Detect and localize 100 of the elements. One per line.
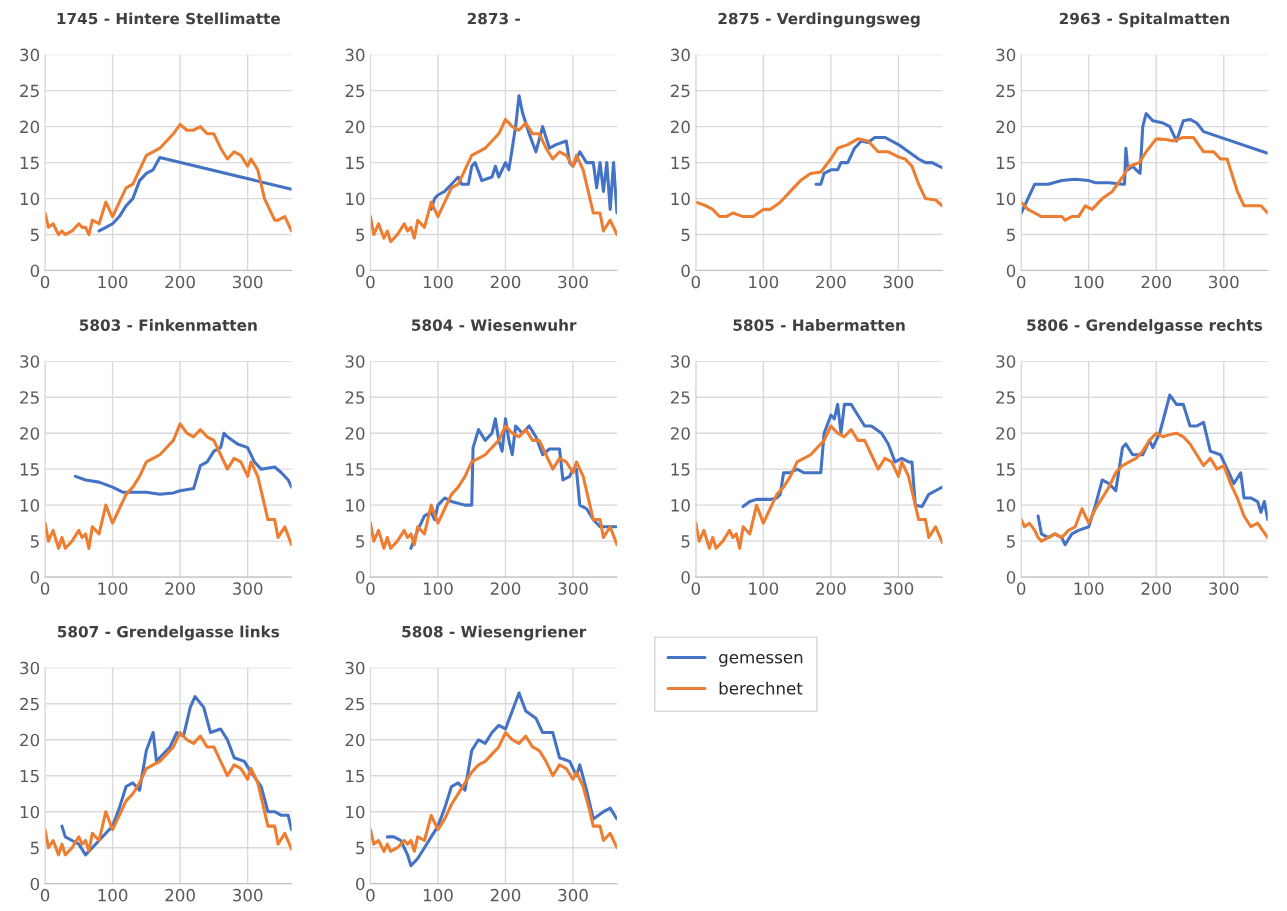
y-tick-label: 10 <box>996 192 1016 206</box>
y-tick-label: 25 <box>20 84 39 98</box>
x-tick-label: 300 <box>233 275 263 289</box>
y-tick-label: 30 <box>345 661 365 675</box>
chart-title: 5804 - Wiesenwuhr <box>412 319 577 331</box>
y-tick-label: 10 <box>20 805 40 819</box>
line-series <box>45 122 292 237</box>
y-tick-label: 0 <box>681 571 690 584</box>
y-tick-label: 20 <box>20 733 40 747</box>
x-tick-label: 0 <box>366 275 375 289</box>
y-tick-label: 10 <box>20 499 40 512</box>
y-tick-label: 5 <box>681 535 690 548</box>
y-tick-label: 15 <box>671 463 690 476</box>
x-tick-label: 100 <box>749 275 779 289</box>
y-tick-label: 0 <box>356 264 365 278</box>
x-tick-label: 200 <box>165 275 195 289</box>
x-tick-label: 300 <box>558 275 588 289</box>
y-tick-label: 5 <box>681 228 690 242</box>
x-tick-label: 200 <box>816 582 846 595</box>
y-tick-label: 25 <box>996 391 1015 404</box>
x-tick-label: 100 <box>98 582 128 595</box>
y-tick-label: 20 <box>996 427 1016 440</box>
y-tick-label: 0 <box>1006 264 1016 278</box>
y-tick-label: 5 <box>1007 535 1015 548</box>
line-series <box>45 731 292 857</box>
x-tick-label: 200 <box>816 275 846 289</box>
line-series <box>97 156 292 233</box>
line-series <box>45 422 292 550</box>
y-tick-label: 5 <box>30 841 39 855</box>
x-tick-label: 300 <box>558 582 588 595</box>
y-tick-label: 20 <box>20 120 40 134</box>
line-series <box>1021 431 1268 543</box>
y-tick-label: 10 <box>996 499 1016 512</box>
y-tick-label: 30 <box>671 48 690 62</box>
line-series <box>695 424 943 550</box>
y-tick-label: 10 <box>346 499 365 512</box>
y-tick-label: 25 <box>20 697 39 711</box>
x-tick-label: 200 <box>1141 582 1172 595</box>
x-tick-label: 0 <box>366 888 375 902</box>
x-tick-label: 300 <box>883 582 914 595</box>
y-tick-label: 15 <box>346 156 365 170</box>
y-tick-label: 25 <box>20 391 39 404</box>
y-tick-label: 20 <box>345 427 365 440</box>
chart-title: 5807 - Grendelgasse links <box>57 625 280 641</box>
x-tick-label: 100 <box>98 888 128 902</box>
line-series <box>741 402 943 509</box>
chart-title: 5805 - Habermatten <box>733 319 905 331</box>
y-tick-label: 0 <box>681 264 690 278</box>
y-tick-label: 10 <box>671 499 690 512</box>
y-tick-label: 25 <box>670 391 690 404</box>
x-tick-label: 200 <box>490 888 521 902</box>
x-tick-label: 0 <box>1016 275 1026 289</box>
y-tick-label: 10 <box>671 192 690 206</box>
y-tick-label: 15 <box>20 156 39 170</box>
y-tick-label: 20 <box>345 120 365 134</box>
x-tick-label: 0 <box>366 582 375 595</box>
y-tick-label: 25 <box>996 84 1015 98</box>
line-series <box>429 94 617 215</box>
y-tick-label: 20 <box>670 427 690 440</box>
y-tick-label: 10 <box>346 805 365 819</box>
y-tick-label: 0 <box>30 264 40 278</box>
x-tick-label: 0 <box>691 275 701 289</box>
y-tick-label: 0 <box>356 877 365 891</box>
y-tick-label: 30 <box>345 355 365 368</box>
y-tick-label: 20 <box>20 427 40 440</box>
y-tick-label: 30 <box>20 48 40 62</box>
y-tick-label: 10 <box>20 192 40 206</box>
x-tick-label: 300 <box>1209 582 1239 595</box>
y-tick-label: 5 <box>30 228 39 242</box>
x-tick-label: 0 <box>40 275 50 289</box>
y-tick-label: 5 <box>1007 228 1015 242</box>
y-tick-label: 5 <box>356 535 365 548</box>
y-tick-label: 0 <box>30 571 40 584</box>
y-tick-label: 5 <box>356 228 365 242</box>
chart-title: 5806 - Grendelgasse rechts <box>1027 319 1263 334</box>
y-tick-label: 15 <box>20 463 39 476</box>
y-tick-label: 20 <box>345 733 365 747</box>
y-tick-label: 15 <box>346 463 365 476</box>
x-tick-label: 100 <box>423 275 453 289</box>
y-tick-label: 15 <box>671 156 690 170</box>
y-tick-label: 30 <box>996 355 1016 368</box>
x-tick-label: 100 <box>1074 582 1104 595</box>
x-tick-label: 300 <box>1209 275 1239 289</box>
y-tick-label: 30 <box>20 355 40 368</box>
x-tick-label: 0 <box>691 582 701 595</box>
x-tick-label: 200 <box>1141 275 1172 289</box>
chart-title: 2875 - Verdingungsweg <box>718 12 920 28</box>
x-tick-label: 0 <box>40 888 50 902</box>
x-tick-label: 0 <box>1016 582 1026 595</box>
line-series <box>73 431 292 496</box>
legend-label: gemessen <box>719 653 803 667</box>
y-tick-label: 5 <box>30 535 39 548</box>
x-tick-label: 100 <box>98 275 128 289</box>
x-tick-label: 100 <box>1074 275 1104 289</box>
line-series <box>695 137 943 219</box>
chart-title: 2963 - Spitalmatten <box>1059 12 1230 28</box>
chart-title: 5808 - Wiesengriener <box>402 625 587 641</box>
x-tick-label: 200 <box>490 582 521 595</box>
y-tick-label: 25 <box>345 84 365 98</box>
y-tick-label: 30 <box>996 48 1016 62</box>
